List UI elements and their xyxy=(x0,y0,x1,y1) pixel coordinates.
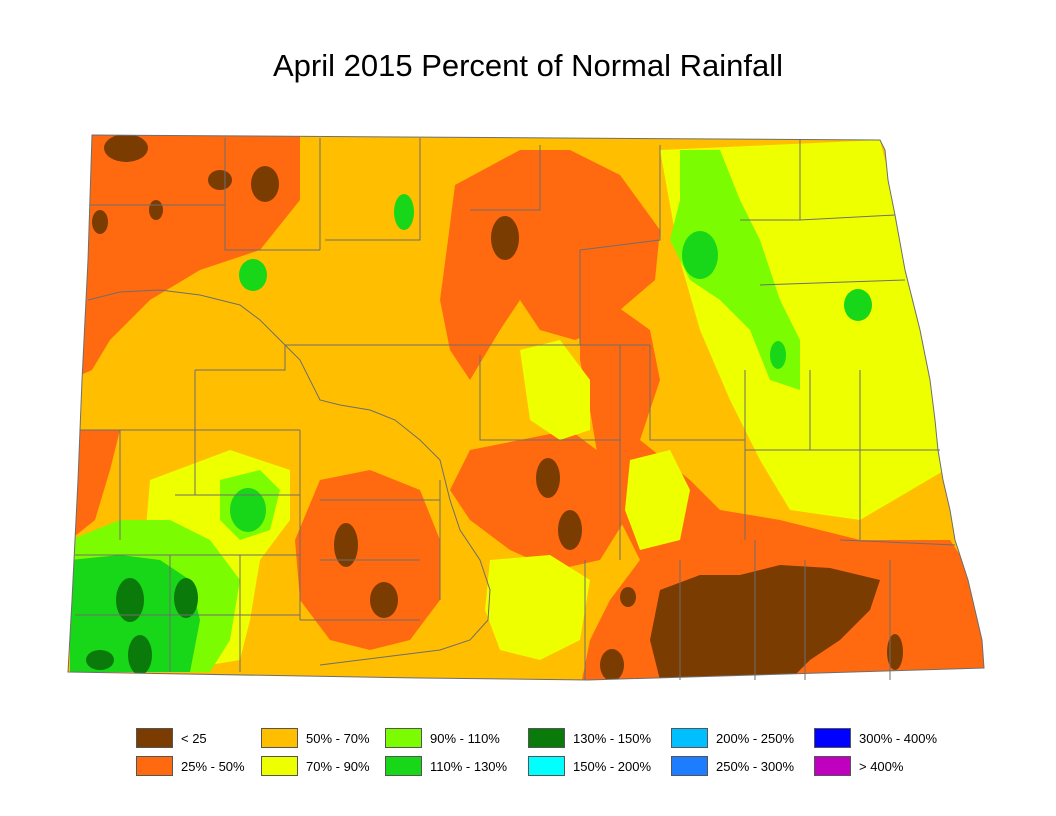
zone-lt25-center-2 xyxy=(558,510,582,550)
legend-swatch xyxy=(385,728,422,748)
zone-25-50-west-mid xyxy=(70,430,120,540)
zone-lt25-south-2 xyxy=(620,587,636,607)
zone-110-130-west-central xyxy=(230,488,266,532)
legend-swatch xyxy=(528,756,565,776)
legend-item: 130% - 150% xyxy=(528,727,651,749)
zone-lt25-se-edge xyxy=(887,634,903,670)
legend-label: 300% - 400% xyxy=(859,730,938,746)
legend-label: 200% - 250% xyxy=(716,730,795,746)
legend-label: > 400% xyxy=(859,758,904,774)
zone-lt25-center-1 xyxy=(536,458,560,498)
legend-label: 70% - 90% xyxy=(306,758,370,774)
zone-lt25-nw-5 xyxy=(92,210,108,234)
legend-item: > 400% xyxy=(814,755,903,777)
zone-lt25-nw-3 xyxy=(251,166,279,202)
legend-swatch xyxy=(136,728,173,748)
legend-label: 130% - 150% xyxy=(573,730,652,746)
legend-swatch xyxy=(671,728,708,748)
zone-130-150-sw-1 xyxy=(116,578,144,622)
legend-item: 110% - 130% xyxy=(385,755,507,777)
zone-25-50-southeast-corner xyxy=(880,560,984,680)
legend-swatch xyxy=(814,756,851,776)
legend-label: 25% - 50% xyxy=(181,758,245,774)
legend-label: 250% - 300% xyxy=(716,758,795,774)
legend-label: 50% - 70% xyxy=(306,730,370,746)
legend-item: < 25 xyxy=(136,727,207,749)
legend-label: 150% - 200% xyxy=(573,758,652,774)
zone-lt25-north-central xyxy=(491,216,519,260)
zone-lt25-nw-1 xyxy=(104,135,148,162)
zone-lt25-sw-central-2 xyxy=(370,582,398,618)
county-lines xyxy=(67,134,985,681)
legend-label: 90% - 110% xyxy=(430,730,500,746)
zone-110-130-northwest xyxy=(239,259,267,291)
legend-item: 90% - 110% xyxy=(385,727,500,749)
legend-swatch xyxy=(671,756,708,776)
legend-item: 25% - 50% xyxy=(136,755,245,777)
legend-item: 250% - 300% xyxy=(671,755,794,777)
zone-lt25-southeast xyxy=(650,565,880,680)
zone-lt25-nw-4 xyxy=(149,200,163,220)
zone-25-50-northwest xyxy=(70,135,300,380)
missouri-river xyxy=(87,289,491,666)
zone-70-90-east-center xyxy=(625,450,690,550)
legend-swatch xyxy=(385,756,422,776)
legend-swatch xyxy=(814,728,851,748)
legend-item: 70% - 90% xyxy=(261,755,370,777)
zone-130-150-sw-3 xyxy=(128,635,152,675)
zone-70-90-south-center xyxy=(485,555,590,660)
zone-lt25-nw-2 xyxy=(208,170,232,190)
legend-swatch xyxy=(261,728,298,748)
legend-label: 110% - 130% xyxy=(430,758,508,774)
legend-item: 150% - 200% xyxy=(528,755,651,777)
legend-label: < 25 xyxy=(181,730,207,746)
zone-lt25-sw-central-1 xyxy=(334,523,358,567)
zone-130-150-sw-2 xyxy=(174,578,198,618)
zone-lt25-south-1 xyxy=(600,649,624,680)
zone-90-110-northeast xyxy=(670,150,800,390)
legend-item: 200% - 250% xyxy=(671,727,794,749)
legend-item: 50% - 70% xyxy=(261,727,370,749)
legend-swatch xyxy=(136,756,173,776)
precip-zones xyxy=(68,135,984,680)
zone-110-130-east xyxy=(770,341,786,369)
legend-item: 300% - 400% xyxy=(814,727,937,749)
zone-110-130-north xyxy=(394,194,414,230)
zone-110-130-east-edge xyxy=(844,289,872,321)
legend-swatch xyxy=(261,756,298,776)
legend-swatch xyxy=(528,728,565,748)
zone-130-150-sw-4 xyxy=(86,650,114,670)
zone-110-130-northeast xyxy=(682,231,718,279)
zone-70-90-center xyxy=(520,340,590,440)
map-title: April 2015 Percent of Normal Rainfall xyxy=(272,48,784,83)
